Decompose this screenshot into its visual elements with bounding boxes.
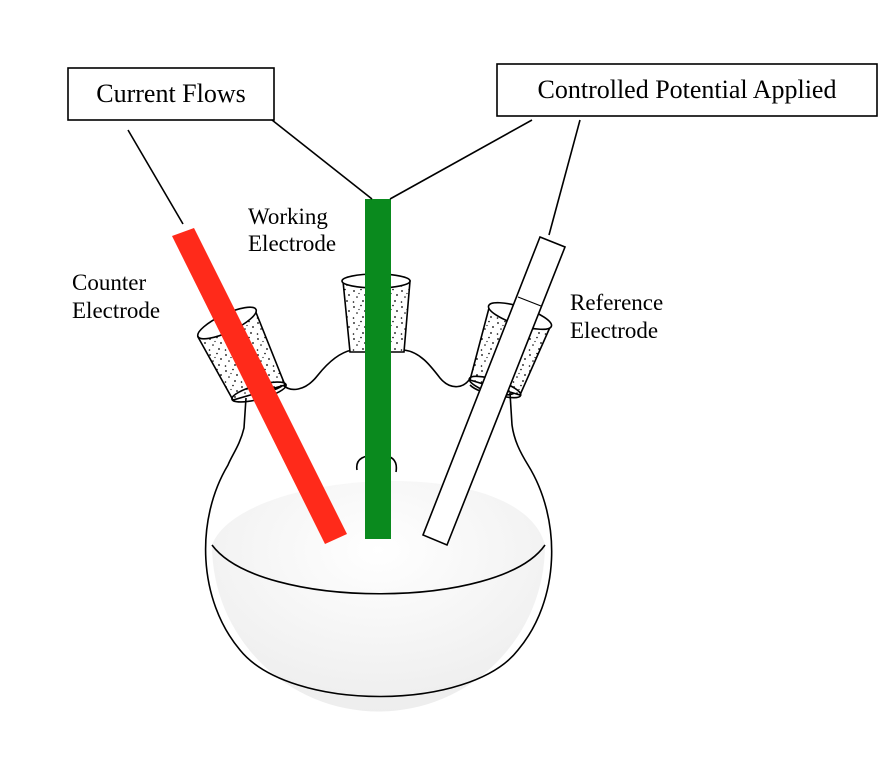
solution (211, 481, 546, 712)
controlled-potential-box: Controlled Potential Applied (496, 63, 878, 117)
leader-lines (127, 119, 581, 236)
counter-electrode-label-line2: Electrode (72, 298, 160, 323)
current-flows-box: Current Flows (67, 67, 275, 121)
counter-electrode-label: Counter Electrode (72, 270, 160, 323)
reference-electrode-label-line1: Reference (570, 290, 663, 315)
reference-electrode-label: Reference Electrode (570, 290, 669, 343)
reference-electrode-label-line2: Electrode (570, 318, 658, 343)
current-flows-label: Current Flows (96, 79, 246, 108)
counter-electrode-label-line1: Counter (72, 270, 146, 295)
working-electrode-label-line2: Electrode (248, 231, 336, 256)
reference-electrode (421, 235, 567, 547)
working-electrode-label-line1: Working (248, 204, 328, 229)
working-electrode-label: Working Electrode (248, 204, 336, 256)
controlled-potential-label: Controlled Potential Applied (538, 75, 837, 104)
counter-electrode (172, 228, 347, 544)
working-electrode (365, 199, 391, 539)
